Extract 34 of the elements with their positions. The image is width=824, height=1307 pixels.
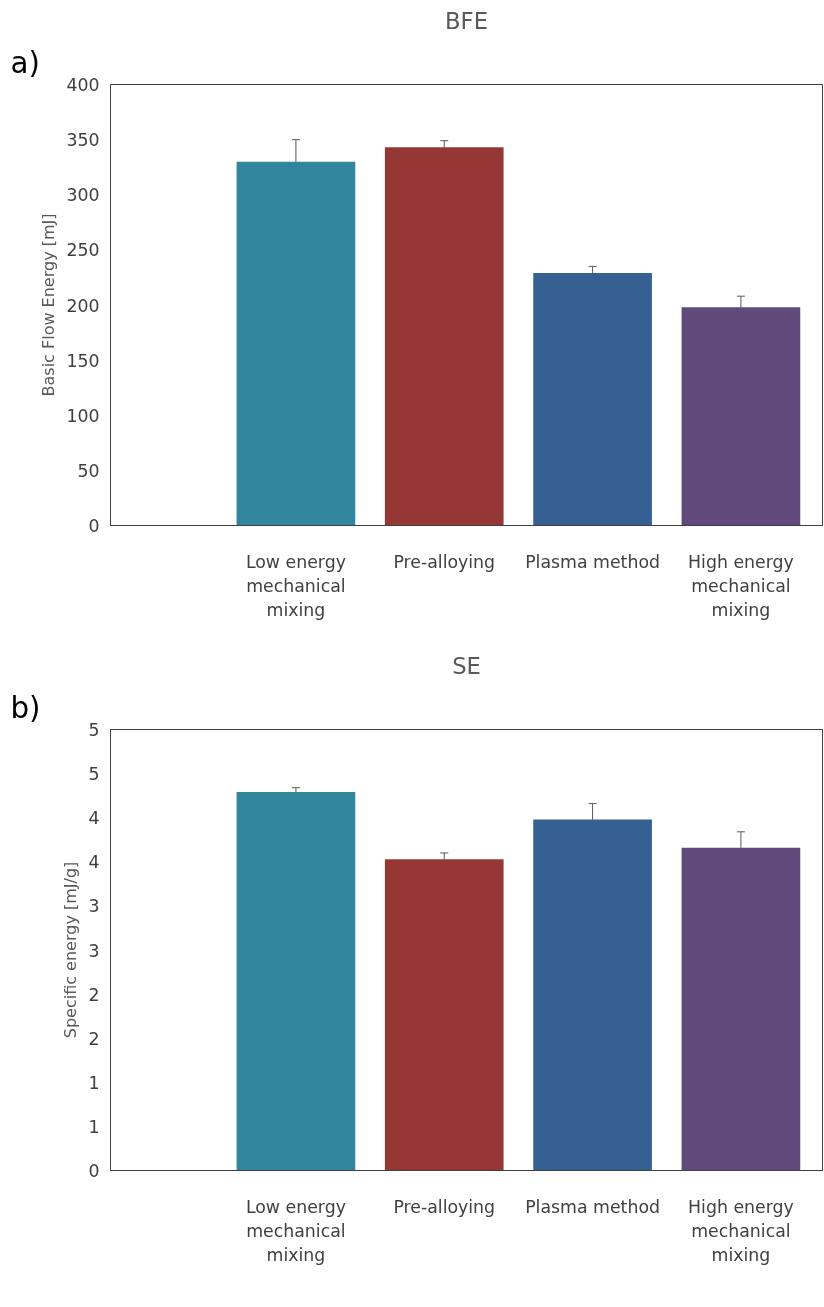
y-axis-title: Specific energy [mJ/g] (61, 861, 81, 1039)
y-tick-label: 100 (66, 405, 100, 426)
x-tick-label: Plasma method (525, 551, 661, 572)
y-tick-label: 4 (88, 808, 100, 829)
text: a) (10, 45, 40, 80)
y-tick-label: 2 (88, 1028, 100, 1049)
y-tick-label: 4 (88, 852, 100, 873)
x-tick-label: High energy mechanical mixing (688, 1196, 794, 1265)
chart-title: SE (452, 652, 481, 679)
y-tick-label: 0 (88, 516, 100, 536)
y-tick-label: 2 (88, 984, 100, 1005)
y-tick-label: 250 (66, 240, 100, 261)
y-tick-label: 0 (88, 1161, 100, 1181)
y-tick-label: 200 (66, 295, 100, 316)
y-tick-label: 5 (88, 764, 100, 785)
y-tick-label: 350 (66, 130, 100, 151)
y-tick-label: 150 (66, 350, 100, 371)
y-tick-label: 3 (88, 940, 100, 961)
y-tick-label: 50 (77, 460, 100, 481)
y-tick-label: 400 (66, 75, 100, 95)
y-tick-label: 3 (88, 896, 100, 917)
y-axis-title: Basic Flow Energy [mJ] (39, 213, 59, 397)
text: b) (10, 690, 41, 725)
chart-title: BFE (445, 7, 488, 34)
y-tick-label: 1 (88, 1072, 100, 1093)
y-tick-label: 1 (88, 1116, 100, 1137)
y-tick-label: 300 (66, 185, 100, 206)
x-tick-label: Low energy mechanical mixing (245, 1196, 346, 1265)
y-tick-label: 5 (88, 720, 100, 740)
x-tick-label: Low energy mechanical mixing (245, 551, 346, 620)
x-tick-label: Pre-alloying (393, 551, 496, 572)
x-tick-label: Pre-alloying (393, 1196, 496, 1217)
x-tick-label: High energy mechanical mixing (688, 551, 794, 620)
x-tick-label: Plasma method (525, 1196, 661, 1217)
